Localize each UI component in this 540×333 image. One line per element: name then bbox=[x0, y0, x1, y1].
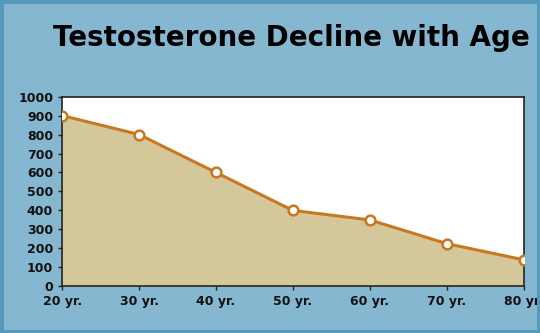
Text: Testosterone Decline with Age: Testosterone Decline with Age bbox=[53, 24, 530, 52]
